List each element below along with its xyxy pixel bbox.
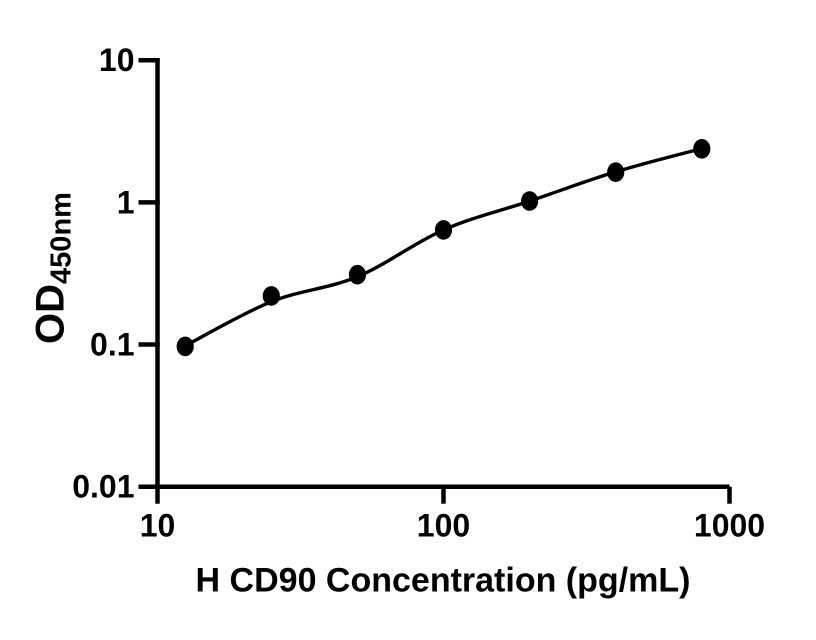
x-axis-title: H CD90 Concentration (pg/mL) bbox=[195, 561, 691, 600]
x-tick-label: 1000 bbox=[694, 508, 765, 544]
data-point bbox=[262, 286, 280, 306]
y-tick-label: 0.01 bbox=[72, 469, 134, 505]
y-tick-label: 0.1 bbox=[90, 327, 134, 363]
y-tick-label: 1 bbox=[117, 184, 135, 220]
y-axis-title-main: OD bbox=[28, 283, 73, 344]
data-point bbox=[607, 162, 625, 182]
data-point bbox=[348, 264, 366, 285]
x-tick-label: 10 bbox=[140, 508, 176, 544]
x-tick-label: 100 bbox=[417, 508, 470, 544]
y-axis-title-subscript: 450nm bbox=[45, 192, 78, 284]
data-point bbox=[176, 336, 194, 357]
fit-line bbox=[184, 146, 703, 348]
data-point bbox=[693, 139, 711, 159]
data-point bbox=[434, 220, 453, 240]
y-axis-title: OD450nm bbox=[28, 192, 78, 344]
y-tick-label: 10 bbox=[99, 42, 135, 78]
data-point bbox=[521, 191, 539, 211]
